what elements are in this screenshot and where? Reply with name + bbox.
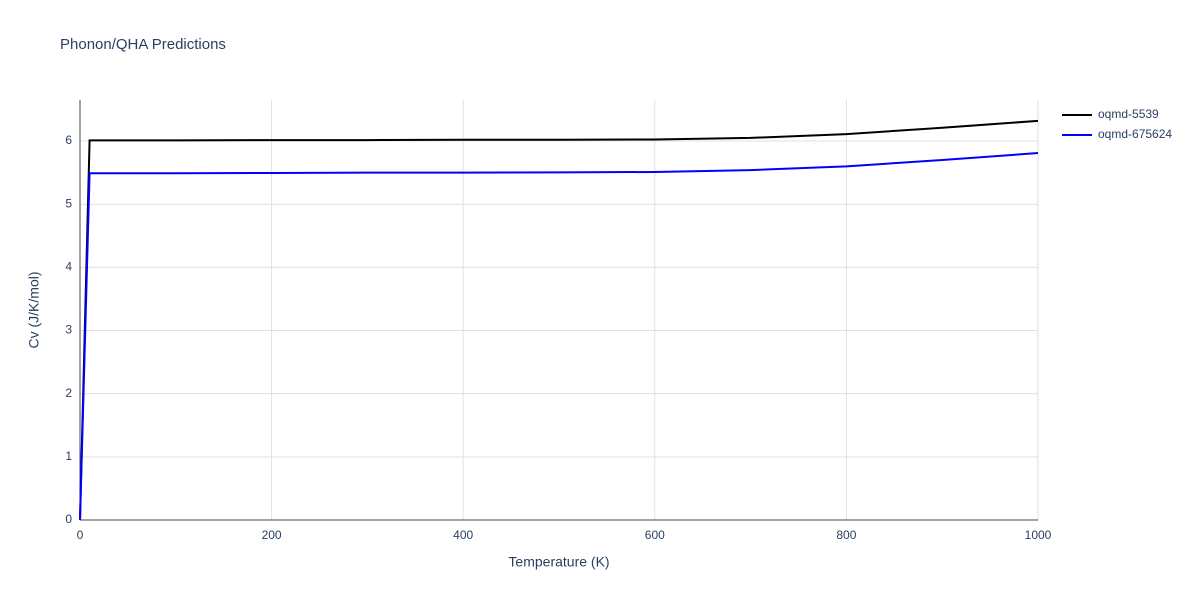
y-tick-label: 2	[65, 386, 72, 400]
y-axis-label: Cv (J/K/mol)	[26, 272, 42, 349]
legend-label: oqmd-5539	[1098, 107, 1159, 121]
x-tick-label: 600	[645, 528, 665, 542]
x-tick-label: 200	[262, 528, 282, 542]
y-tick-label: 6	[65, 133, 72, 147]
y-tick-label: 5	[65, 196, 72, 210]
x-tick-label: 1000	[1025, 528, 1052, 542]
y-tick-label: 1	[65, 449, 72, 463]
y-tick-label: 3	[65, 323, 72, 337]
x-tick-label: 400	[453, 528, 473, 542]
line-series	[79, 152, 1039, 521]
chart-title: Phonon/QHA Predictions	[60, 36, 226, 53]
line-series	[79, 119, 1039, 521]
y-tick-label: 4	[65, 260, 72, 274]
x-axis-label: Temperature (K)	[508, 554, 609, 570]
y-tick-label: 0	[65, 512, 72, 526]
x-tick-label: 800	[836, 528, 856, 542]
legend-label: oqmd-675624	[1098, 127, 1172, 141]
x-tick-label: 0	[77, 528, 84, 542]
